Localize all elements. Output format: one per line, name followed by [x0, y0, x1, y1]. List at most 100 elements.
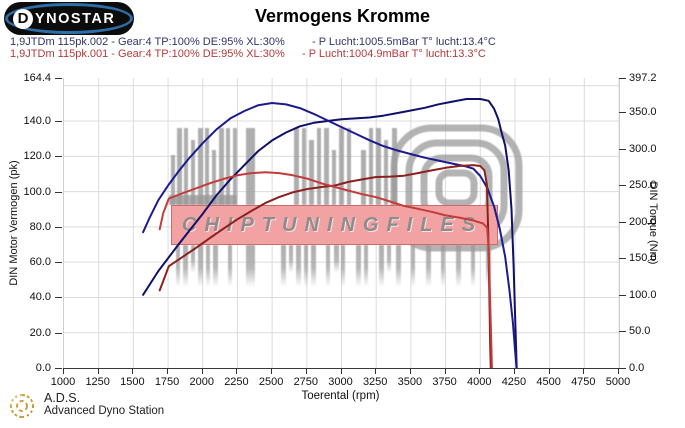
y-right-tick: [619, 258, 626, 260]
watermark-bar: [332, 150, 336, 205]
watermark-bar: [302, 128, 306, 205]
x-tick: [513, 368, 515, 374]
x-tick-label: 1000: [50, 376, 76, 388]
dynostar-logo: D YNOSTAR: [4, 2, 134, 35]
watermark-bar: [198, 245, 203, 287]
y-right-tick: [619, 185, 626, 187]
watermark-glyph: [435, 169, 478, 207]
x-tick-label: 3000: [328, 376, 353, 388]
watermark-bar: [411, 245, 415, 287]
watermark-bar: [205, 128, 209, 205]
x-tick: [375, 368, 377, 374]
watermark-glyph: [390, 124, 523, 252]
watermark-bar: [191, 140, 195, 205]
watermark-bar: [326, 245, 330, 287]
watermark-bar: [176, 245, 180, 287]
run-line-001: 1,9JTDm 115pk.001 - Gear:4 TP:100% DE:95…: [10, 48, 496, 61]
y-left-tick-label: 100.0: [23, 185, 51, 198]
y-right-tick-label: 250.0: [629, 179, 657, 192]
x-tick-label: 1500: [120, 376, 145, 388]
x-tick-label: 2000: [189, 376, 214, 388]
dynostar-logo-oval: [5, 3, 133, 34]
watermark-bar: [441, 245, 445, 287]
x-tick-label: 1750: [154, 376, 180, 388]
dyno-chart: DIN Motor Vermogen (pk) DIN Torque (Nm) …: [0, 70, 685, 410]
watermark-bar: [294, 128, 299, 205]
y-left-tick: [55, 156, 62, 158]
x-tick: [305, 368, 307, 374]
x-tick: [271, 368, 273, 374]
watermark-bar: [198, 128, 203, 205]
power-run-002-curve: [142, 98, 518, 368]
watermark-bar: [213, 245, 218, 287]
x-tick: [97, 368, 99, 374]
dyno-curves: [142, 98, 518, 368]
x-tick-label: 2500: [258, 376, 284, 388]
y-right-tick-label: 0.0: [629, 362, 645, 374]
watermark-bar: [228, 245, 232, 287]
watermark-bar: [347, 128, 351, 205]
y-right-tick-label: 50.0: [629, 325, 651, 338]
run-info: 1,9JTDm 115pk.002 - Gear:4 TP:100% DE:95…: [10, 36, 496, 61]
x-tick-label: 4750: [571, 376, 596, 388]
x-tick: [236, 368, 238, 374]
y-right-tick-label: 350.0: [629, 106, 657, 119]
run-line-002: 1,9JTDm 115pk.002 - Gear:4 TP:100% DE:95…: [10, 36, 496, 49]
y-right-tick-label: 300.0: [629, 142, 657, 155]
y-right-tick: [619, 221, 626, 223]
watermark-bar: [317, 128, 321, 205]
y-left-tick: [55, 121, 62, 123]
y-right-tick: [619, 78, 626, 79]
y-right-tick: [619, 112, 626, 114]
watermark-bar: [426, 245, 431, 287]
x-tick: [479, 368, 481, 374]
y-right-tick-label: 100.0: [629, 288, 657, 301]
y-left-tick-label: 0.0: [35, 362, 51, 374]
y-right-tick: [619, 148, 626, 150]
y-left-tick-label: 20.0: [29, 326, 51, 339]
y-right-tick-label: 150.0: [629, 252, 657, 265]
x-tick: [548, 368, 550, 374]
y-left-tick-label: 60.0: [29, 256, 51, 269]
watermark-bar: [387, 245, 391, 273]
watermark-bar: [334, 245, 339, 273]
x-tick-label: 4250: [501, 376, 527, 388]
y-right-tick: [619, 331, 626, 333]
x-tick: [618, 368, 619, 374]
x-tick-label: 3500: [397, 376, 423, 388]
x-tick: [132, 368, 134, 374]
x-tick-label: 1250: [85, 376, 110, 388]
watermark-bar: [219, 128, 224, 205]
chiptuningfiles-watermark: [169, 124, 523, 287]
watermark-bar: [233, 128, 237, 205]
watermark-bar: [384, 140, 388, 205]
x-axis-label: Toerental (rpm): [301, 390, 380, 402]
y-left-tick: [55, 78, 62, 79]
x-tick-label: 2750: [293, 376, 319, 388]
y-left-tick: [55, 332, 62, 334]
ads-full-name: Advanced Dyno Station: [44, 405, 165, 417]
watermark-bar: [369, 128, 373, 205]
x-tick: [201, 368, 203, 374]
x-tick-label: 3250: [362, 376, 388, 388]
y-left-tick-label: 140.0: [23, 115, 51, 128]
y-left-tick: [55, 226, 62, 228]
watermark-bar: [456, 245, 461, 287]
x-tick-label: 3750: [432, 376, 457, 388]
watermark-bar: [396, 245, 401, 287]
watermark-bar: [206, 245, 210, 287]
watermark-bar: [184, 128, 188, 205]
watermark-band: CHIPTUNINGFILES: [171, 205, 498, 245]
x-tick-label: 2250: [224, 376, 249, 388]
x-tick: [63, 368, 64, 374]
watermark-bar: [296, 245, 301, 287]
watermark-bar: [246, 128, 255, 205]
torque-run-001-curve: [158, 171, 493, 368]
y-left-tick-label: 164.4: [23, 72, 51, 84]
y-left-tick: [55, 297, 62, 299]
plot-area: CHIPTUNINGFILES: [63, 78, 620, 369]
watermark-bar: [364, 245, 368, 287]
y-right-tick: [619, 368, 626, 369]
watermark-bar: [177, 128, 182, 205]
